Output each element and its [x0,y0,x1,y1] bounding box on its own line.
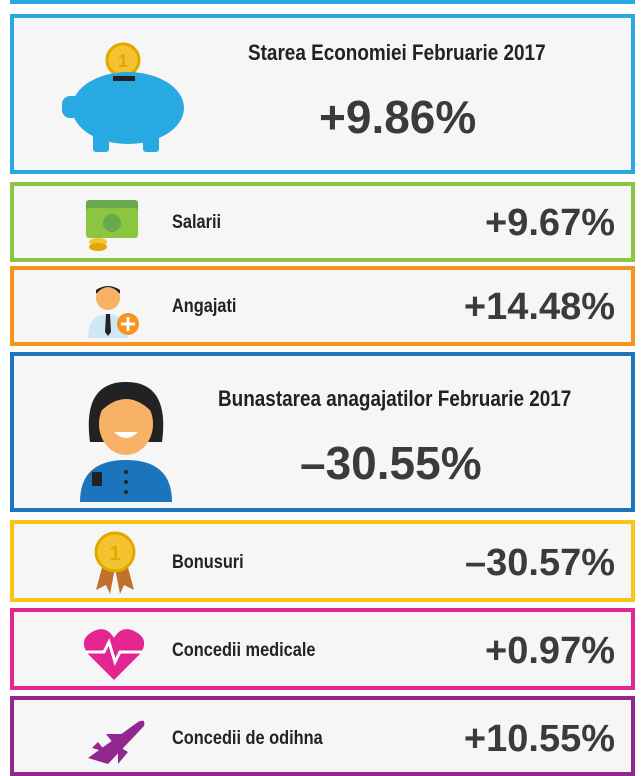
panel-value: +0.97% [485,630,615,672]
bonus-panel: 1 Bonusuri –30.57% [10,520,635,602]
employees-panel: Angajati +14.48% [10,266,635,346]
piggy-bank-icon: 1 [62,42,184,152]
panel-title: Bunastarea anagajatilor Februarie 2017 [218,386,572,411]
panel-title: Concedii de odihna [172,728,323,749]
panel-title: Concedii medicale [172,640,316,661]
top-edge [10,0,635,4]
money-icon [86,200,138,251]
panel-value: –30.55% [300,437,482,489]
panel-value: –30.57% [464,542,615,584]
employee-icon [88,286,139,338]
heart-icon [83,629,145,680]
vacation-panel: Concedii de odihna +10.55% [10,696,635,776]
woman-icon [80,382,172,502]
wellbeing-panel: Bunastarea anagajatilor Februarie 2017 –… [10,352,635,512]
svg-text:1: 1 [109,543,120,565]
salary-panel: Salarii +9.67% [10,182,635,262]
panel-value: +14.48% [463,286,615,328]
panel-title: Starea Economiei Februarie 2017 [248,40,546,65]
panel-title: Bonusuri [172,552,244,573]
panel-value: +9.86% [319,91,477,143]
panel-title: Angajati [172,296,237,317]
plane-icon [88,720,145,764]
svg-text:1: 1 [118,51,128,71]
panel-title: Salarii [172,212,222,233]
medal-icon: 1 [94,531,136,594]
panel-value: +10.55% [463,718,615,760]
medical-leave-panel: Concedii medicale +0.97% [10,608,635,690]
panel-value: +9.67% [485,202,615,244]
economy-panel: 1 Starea Economiei Februarie 2017 +9.86% [10,14,635,174]
